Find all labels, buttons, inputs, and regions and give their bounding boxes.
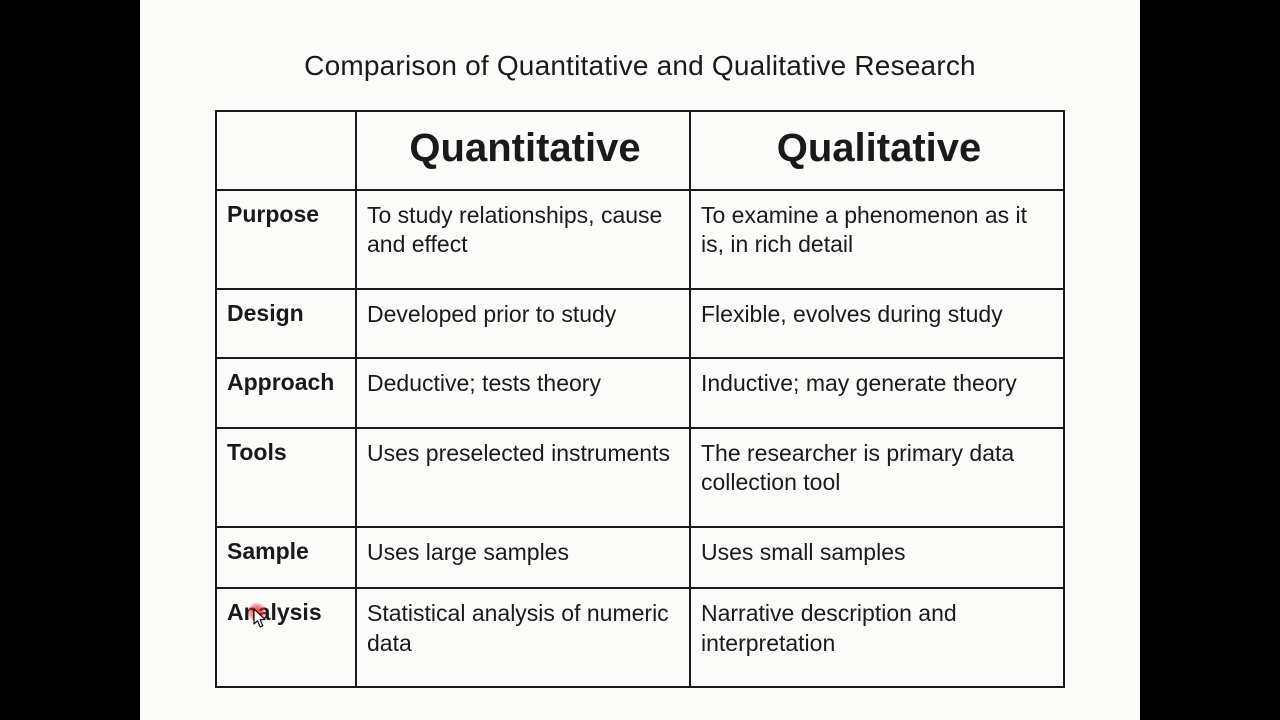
table-row: Analysis Statistical analysis of numeric… — [216, 588, 1064, 687]
table-row: Purpose To study relationships, cause an… — [216, 190, 1064, 289]
cell-quant: Statistical analysis of numeric data — [356, 588, 690, 687]
cell-quant: Uses large samples — [356, 527, 690, 588]
table-header-row: Quantitative Qualitative — [216, 111, 1064, 190]
cell-qual: Inductive; may generate theory — [690, 358, 1064, 427]
table-row: Approach Deductive; tests theory Inducti… — [216, 358, 1064, 427]
cell-qual: To examine a phenomenon as it is, in ric… — [690, 190, 1064, 289]
col-header-quantitative: Quantitative — [356, 111, 690, 190]
table-row: Design Developed prior to study Flexible… — [216, 289, 1064, 358]
row-label: Sample — [216, 527, 356, 588]
cell-qual: The researcher is primary data collectio… — [690, 428, 1064, 527]
row-label: Analysis — [216, 588, 356, 687]
cell-quant: Developed prior to study — [356, 289, 690, 358]
cell-quant: Deductive; tests theory — [356, 358, 690, 427]
slide: Comparison of Quantitative and Qualitati… — [140, 0, 1140, 720]
slide-title: Comparison of Quantitative and Qualitati… — [180, 50, 1100, 82]
cell-qual: Flexible, evolves during study — [690, 289, 1064, 358]
col-header-qualitative: Qualitative — [690, 111, 1064, 190]
row-label: Purpose — [216, 190, 356, 289]
cell-quant: To study relationships, cause and effect — [356, 190, 690, 289]
row-label: Tools — [216, 428, 356, 527]
cell-quant: Uses preselected instruments — [356, 428, 690, 527]
table-row: Sample Uses large samples Uses small sam… — [216, 527, 1064, 588]
cell-qual: Uses small samples — [690, 527, 1064, 588]
table-row: Tools Uses preselected instruments The r… — [216, 428, 1064, 527]
row-label: Design — [216, 289, 356, 358]
table-corner-cell — [216, 111, 356, 190]
comparison-table: Quantitative Qualitative Purpose To stud… — [215, 110, 1065, 688]
cell-qual: Narrative description and interpretation — [690, 588, 1064, 687]
row-label: Approach — [216, 358, 356, 427]
